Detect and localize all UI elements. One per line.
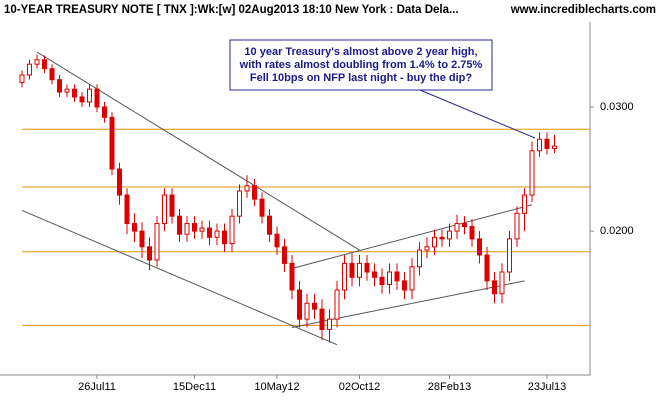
candle-body xyxy=(447,230,452,240)
candle-body xyxy=(214,230,220,238)
x-tick-label: 15Dec11 xyxy=(173,381,216,393)
candle-body xyxy=(64,88,70,93)
candle-body xyxy=(312,302,317,310)
x-tick-label: 26Jul11 xyxy=(78,381,116,393)
candle-body xyxy=(79,96,85,103)
candle-body xyxy=(237,190,242,217)
x-tick-label: 23Jul13 xyxy=(528,381,567,393)
x-tick-label: 28Feb13 xyxy=(428,381,471,393)
candle-body xyxy=(42,59,47,70)
candle-body xyxy=(387,271,392,285)
candle-body xyxy=(154,223,160,261)
candle-body xyxy=(424,246,430,251)
candle-body xyxy=(109,116,115,170)
candle-body xyxy=(49,68,55,81)
candle-body xyxy=(462,223,467,228)
candle-body xyxy=(139,230,145,248)
x-tick-label: 02Oct12 xyxy=(339,381,381,393)
candle-body xyxy=(499,271,505,295)
candle-body xyxy=(454,223,460,232)
candle-body xyxy=(222,230,227,245)
candle-body xyxy=(507,238,512,273)
candle-body xyxy=(19,74,25,83)
candle-body xyxy=(409,266,415,291)
annotation-line: Fell 10bps on NFP last night - buy the d… xyxy=(250,72,473,84)
candle-body xyxy=(162,194,167,225)
trendline xyxy=(291,204,533,269)
candle-body xyxy=(27,63,32,76)
candle-body xyxy=(514,212,520,240)
candle-body xyxy=(282,246,287,264)
candle-body xyxy=(229,215,235,245)
annotation-line: with rates almost doubling from 1.4% to … xyxy=(239,59,483,71)
candle-body xyxy=(184,223,190,235)
candle-body xyxy=(102,106,107,118)
candle-body xyxy=(469,226,475,240)
candle-body xyxy=(207,227,212,238)
candle-body xyxy=(402,280,407,291)
x-tick-label: 10May12 xyxy=(254,381,299,393)
candle-body xyxy=(357,262,362,278)
candle-body xyxy=(177,215,182,235)
candle-body xyxy=(439,236,445,240)
candle-body xyxy=(72,88,77,98)
candle-body xyxy=(432,236,437,248)
candle-body xyxy=(477,238,482,256)
candle-body xyxy=(87,88,92,103)
candle-body xyxy=(34,59,40,65)
candle-body xyxy=(529,150,535,196)
candle-body xyxy=(117,168,122,196)
candle-body xyxy=(192,223,197,232)
candle-body xyxy=(394,271,400,282)
y-tick-label: 0.0200 xyxy=(600,225,634,237)
candle-body xyxy=(304,302,310,320)
candle-body xyxy=(349,262,355,278)
candle-body xyxy=(364,262,370,273)
candle-body xyxy=(327,318,332,331)
candle-body xyxy=(147,246,152,261)
y-tick-label: 0.0300 xyxy=(600,101,634,113)
candle-body xyxy=(124,194,130,225)
candle-body xyxy=(522,194,527,214)
chart-title: 10-YEAR TREASURY NOTE [ TNX ]:Wk:[w] 02A… xyxy=(4,4,459,16)
candle-body xyxy=(297,289,302,320)
trendline xyxy=(21,209,338,346)
candle-body xyxy=(132,223,137,232)
source: www.incrediblecharts.com xyxy=(510,4,656,16)
candle-body xyxy=(199,227,205,232)
candle-body xyxy=(252,185,257,200)
annotation-pointer xyxy=(419,89,536,139)
candle-body xyxy=(334,289,340,320)
candle-body xyxy=(544,138,550,149)
candle-body xyxy=(267,215,272,235)
candle-body xyxy=(372,271,377,278)
annotation-box xyxy=(229,39,493,91)
candle-body xyxy=(537,138,542,152)
candle-body xyxy=(417,249,422,268)
candle-body xyxy=(492,280,497,295)
trendline xyxy=(36,51,360,251)
candle-body xyxy=(274,233,280,248)
annotation-line: 10 year Treasury's almost above 2 year h… xyxy=(244,46,477,58)
candle-body xyxy=(289,262,295,291)
candle-body xyxy=(94,88,100,108)
candle-body xyxy=(57,79,62,93)
candle-body xyxy=(552,145,557,149)
candle-body xyxy=(342,262,347,291)
candle-body xyxy=(379,276,385,285)
candle-body xyxy=(244,185,250,192)
candle-body xyxy=(484,254,490,282)
candle-body xyxy=(169,194,175,217)
candle-body xyxy=(259,198,265,217)
candle-body xyxy=(319,308,325,331)
